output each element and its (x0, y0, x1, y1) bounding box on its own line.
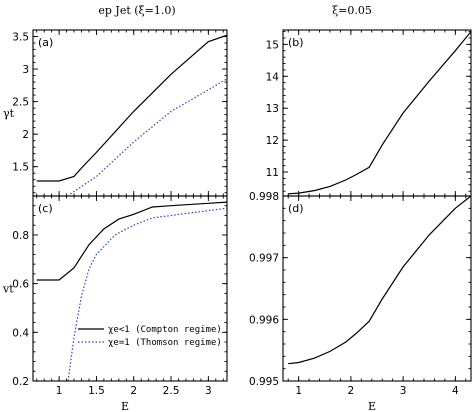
plot-frame-a (32, 29, 228, 197)
panel-d: 1 2 3 4 0.995 0.996 0.997 0.998 (d) E (249, 191, 472, 412)
y-tick-label-d-1: 0.996 (249, 314, 279, 326)
y-tick-label-b-4: 15 (266, 39, 279, 51)
x-axis-label-c: E (121, 400, 129, 412)
x-tick-label-d-2: 3 (400, 385, 407, 397)
plot-frame-d (282, 195, 472, 382)
y-axis-label-a: γt (3, 107, 15, 120)
x-tick-label-c-4: 3 (205, 385, 212, 397)
x-tick-label-c-3: 2.5 (163, 385, 180, 397)
panel-b: 11 12 13 14 15 (b) (266, 29, 472, 197)
panel-a: 1.5 2 2.5 3 3.5 (a) γt (3, 29, 228, 197)
y-tick-label-c-3: 0.8 (12, 230, 29, 242)
y-tick-label-a-0: 1.5 (12, 162, 29, 174)
x-tick-label-c-2: 2 (130, 385, 137, 397)
y-tick-label-a-4: 3.5 (12, 32, 29, 44)
y-tick-label-d-0: 0.995 (249, 376, 279, 388)
x-tick-label-c-1: 1.5 (88, 385, 105, 397)
y-tick-label-b-0: 11 (266, 167, 279, 179)
plot-frame-b (282, 29, 472, 197)
x-tick-label-d-3: 4 (452, 385, 459, 397)
series-line-b-0 (288, 31, 471, 195)
x-tick-label-d-0: 1 (295, 385, 302, 397)
series-line-a-1 (69, 78, 227, 195)
y-tick-label-a-3: 3 (22, 64, 29, 76)
y-tick-label-d-2: 0.997 (249, 253, 279, 265)
panel-label-d: (d) (288, 202, 304, 215)
panel-c: 1 1.5 2 2.5 3 0.2 0.4 0.6 0.8 (c) Evt (2, 195, 228, 412)
x-tick-label-d-1: 2 (348, 385, 355, 397)
panel-label-c: (c) (38, 202, 53, 215)
legend-label-thomson: χe=1 (Thomson regime) (108, 338, 222, 348)
series-line-d-0 (288, 196, 471, 365)
y-axis-label-c: vt (2, 283, 14, 296)
x-tick-label-c-0: 1 (56, 385, 63, 397)
y-tick-label-a-2: 2.5 (12, 97, 29, 109)
y-tick-label-b-1: 12 (266, 135, 279, 147)
series-line-c-1 (67, 207, 227, 381)
legend-label-compton: χe<1 (Compton regime) (108, 325, 222, 335)
y-tick-label-b-3: 14 (266, 71, 280, 83)
series-line-c-0 (36, 201, 227, 281)
y-tick-label-d-3: 0.998 (249, 191, 279, 203)
panel-label-b: (b) (288, 36, 304, 49)
y-tick-label-b-2: 13 (266, 103, 279, 115)
y-tick-label-c-0: 0.2 (12, 376, 29, 388)
legend: χe<1 (Compton regime) χe=1 (Thomson regi… (78, 325, 222, 348)
right-title: ξ=0.05 (332, 4, 372, 17)
panel-label-a: (a) (38, 36, 53, 49)
x-axis-label-d: E (368, 400, 376, 412)
y-tick-label-a-1: 2 (22, 129, 29, 141)
left-title: ep Jet (ξ=1.0) (98, 4, 175, 17)
y-tick-label-c-1: 0.4 (12, 327, 29, 339)
plot-frame-c (32, 195, 228, 382)
y-tick-label-c-2: 0.6 (12, 279, 29, 291)
series-line-a-0 (36, 34, 227, 182)
